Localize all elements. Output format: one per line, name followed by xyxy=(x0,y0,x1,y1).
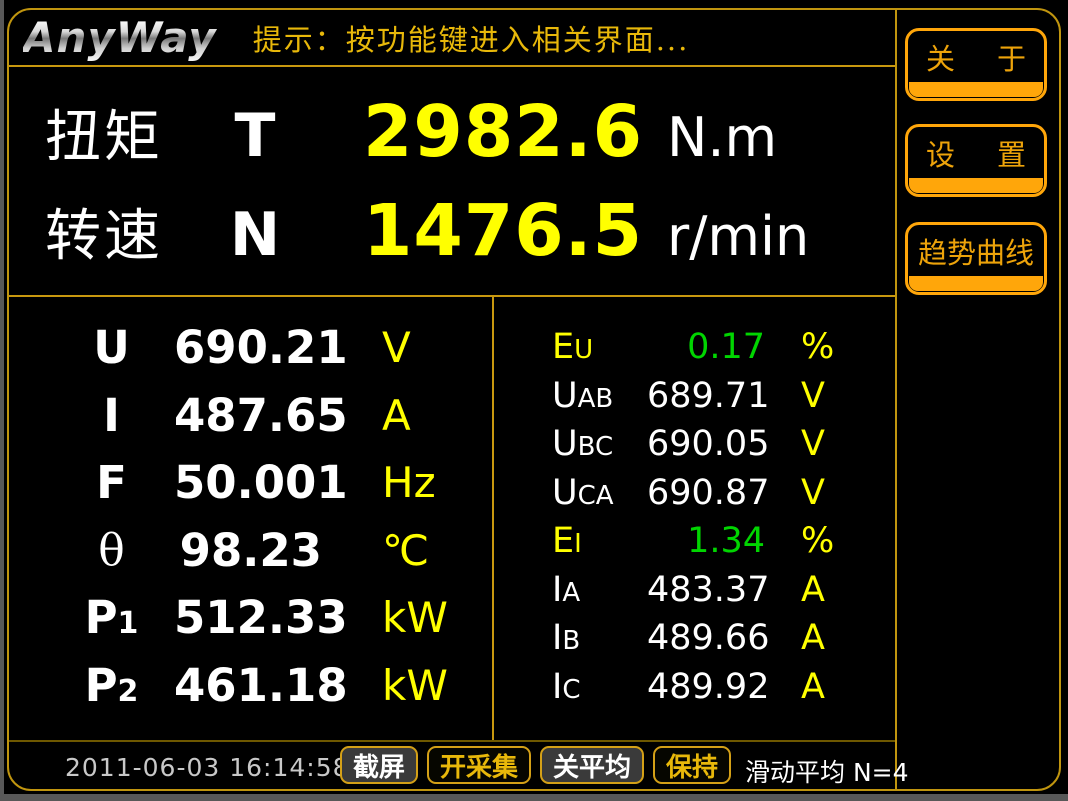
measurement-value: 689.71 xyxy=(647,375,770,416)
measurement-label: UAB xyxy=(552,375,614,416)
average-off-button[interactable]: 关平均 xyxy=(540,746,645,784)
measurement-value: 483.37 xyxy=(647,569,770,610)
speed-value: 1476.5 xyxy=(363,188,643,272)
measurement-label: θ xyxy=(98,524,125,576)
measurement-label: UBC xyxy=(552,424,614,465)
measurement-label: U xyxy=(93,321,130,375)
measurement-unit: Hz xyxy=(382,458,436,508)
measurement-unit: % xyxy=(801,327,835,368)
hint-message: 提示：按功能键进入相关界面... xyxy=(252,22,690,57)
button-accent-strip xyxy=(909,82,1043,97)
measurement-row-ubc: UBC 690.05 V xyxy=(494,420,896,469)
torque-row: 扭矩 T 2982.6 N.m xyxy=(9,90,895,173)
measurement-value: 489.92 xyxy=(647,666,770,707)
measurement-unit: kW xyxy=(382,660,448,710)
measurement-row-ia: IA 483.37 A xyxy=(494,566,896,615)
measurement-row-power1: P1 512.33 kW xyxy=(9,584,492,652)
measurement-unit: A xyxy=(801,666,825,707)
measurement-row-power2: P2 461.18 kW xyxy=(9,652,492,720)
measurement-row-voltage-unbalance: EU 0.17 % xyxy=(494,323,896,372)
moving-average-status: 滑动平均 N=4 xyxy=(745,758,909,787)
measurement-unit: A xyxy=(382,390,411,440)
measurement-row-temperature: θ 98.23 ℃ xyxy=(9,517,492,585)
phase-panel: EU 0.17 % UAB 689.71 V UBC 690.05 V UCA … xyxy=(494,297,896,740)
measurement-value: 98.23 xyxy=(179,523,322,577)
screenshot-button[interactable]: 截屏 xyxy=(340,746,419,784)
measurement-row-ib: IB 489.66 A xyxy=(494,614,896,663)
measurement-row-uab: UAB 689.71 V xyxy=(494,372,896,421)
about-button-label: 关 于 xyxy=(926,41,1026,76)
trend-curve-button[interactable]: 趋势曲线 xyxy=(905,222,1047,295)
measurement-label: UCA xyxy=(552,472,614,513)
divider-side-column xyxy=(895,9,897,789)
button-accent-strip xyxy=(909,276,1043,291)
measurement-value: 0.17 xyxy=(687,327,765,368)
measurement-label: F xyxy=(96,456,127,510)
header: AnyWay 提示：按功能键进入相关界面... xyxy=(9,10,895,65)
trend-curve-button-label: 趋势曲线 xyxy=(917,235,1034,270)
measurement-value: 50.001 xyxy=(174,456,348,510)
divider-panels xyxy=(492,297,494,740)
start-acquisition-button[interactable]: 开采集 xyxy=(427,746,532,784)
measurement-value: 690.05 xyxy=(647,424,770,465)
measurement-unit: kW xyxy=(382,593,448,643)
settings-button[interactable]: 设 置 xyxy=(905,124,1047,197)
button-accent-strip xyxy=(909,178,1043,193)
measurement-unit: V xyxy=(801,472,825,513)
torque-speed-display: 扭矩 T 2982.6 N.m 转速 N 1476.5 r/min xyxy=(9,67,895,294)
measurement-label: I xyxy=(103,388,120,442)
measurement-value: 690.21 xyxy=(174,321,348,375)
divider-status-bar xyxy=(9,740,895,742)
settings-button-label: 设 置 xyxy=(926,137,1026,172)
status-bar-buttons: 截屏 开采集 关平均 保持 xyxy=(340,746,732,784)
measurement-label: EU xyxy=(552,327,594,368)
electrical-panel: U 690.21 V I 487.65 A F 50.001 Hz θ 98.2… xyxy=(9,297,492,740)
speed-label: 转速 xyxy=(45,203,163,269)
measurement-value: 487.65 xyxy=(174,388,348,442)
measurement-value: 489.66 xyxy=(647,618,770,659)
timestamp: 2011-06-03 16:14:58 xyxy=(65,753,350,782)
divider-header xyxy=(9,65,895,67)
measurement-unit: ℃ xyxy=(382,525,430,575)
measurement-label: EI xyxy=(552,521,582,562)
about-button[interactable]: 关 于 xyxy=(905,28,1047,101)
torque-label: 扭矩 xyxy=(45,104,163,170)
torque-value: 2982.6 xyxy=(363,89,643,173)
measurement-row-frequency: F 50.001 Hz xyxy=(9,449,492,517)
anyway-logo: AnyWay xyxy=(23,13,217,62)
measurement-value: 512.33 xyxy=(174,591,348,645)
measurement-value: 461.18 xyxy=(174,658,348,712)
speed-row: 转速 N 1476.5 r/min xyxy=(9,189,895,272)
measurement-row-voltage: U 690.21 V xyxy=(9,314,492,382)
measurement-unit: V xyxy=(801,424,825,465)
bezel-left-edge xyxy=(0,0,4,801)
measurement-value: 1.34 xyxy=(687,521,765,562)
measurement-label: IA xyxy=(552,569,581,610)
hold-button[interactable]: 保持 xyxy=(653,746,732,784)
screen-frame-border xyxy=(7,8,1061,791)
torque-symbol: T xyxy=(234,100,276,171)
bezel-bottom-edge xyxy=(0,794,1068,801)
measurement-row-current: I 487.65 A xyxy=(9,382,492,450)
measurement-unit: A xyxy=(801,618,825,659)
measurement-row-ic: IC 489.92 A xyxy=(494,663,896,712)
measurement-unit: V xyxy=(801,375,825,416)
measurement-unit: % xyxy=(801,521,835,562)
measurement-unit: A xyxy=(801,569,825,610)
torque-unit: N.m xyxy=(667,105,778,169)
measurement-label: P2 xyxy=(84,658,139,712)
measurement-label: IC xyxy=(552,666,581,707)
status-bar: 2011-06-03 16:14:58 截屏 开采集 关平均 保持 滑动平均 N… xyxy=(9,742,909,790)
measurement-value: 690.87 xyxy=(647,472,770,513)
speed-symbol: N xyxy=(229,199,281,270)
measurement-label: IB xyxy=(552,618,581,659)
measurement-row-current-unbalance: EI 1.34 % xyxy=(494,517,896,566)
measurement-label: P1 xyxy=(84,591,139,645)
measurement-row-uca: UCA 690.87 V xyxy=(494,469,896,518)
speed-unit: r/min xyxy=(667,204,810,268)
divider-main-display xyxy=(9,295,895,297)
measurement-unit: V xyxy=(382,323,411,373)
